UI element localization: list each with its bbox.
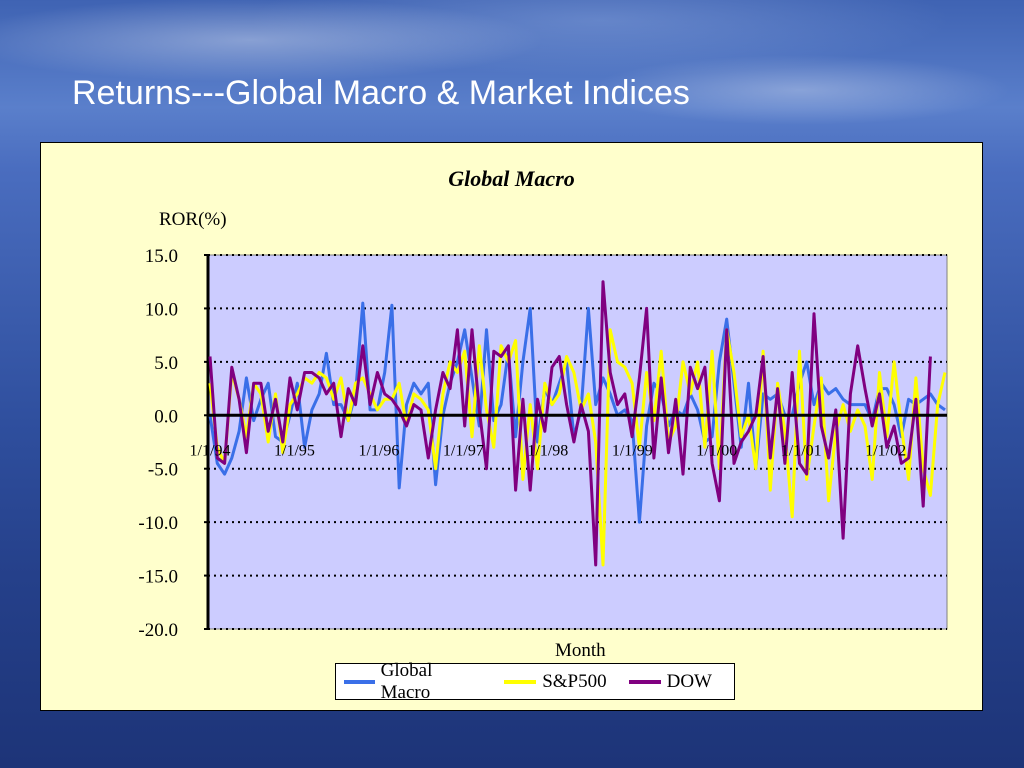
chart-panel: 15.0 10.0 5.0 0.0 -5.0 -10.0 -15.0 -20.0 1/1/94 1… — [40, 142, 983, 711]
legend-swatch-sp500 — [504, 679, 537, 684]
y-tick-label: -15.0 — [138, 567, 178, 588]
y-tick-label: 10.0 — [145, 299, 178, 320]
x-tick-label: 1/1/94 — [190, 442, 231, 459]
chart-legend: Global Macro S&P500 DOW — [335, 660, 735, 703]
x-tick-label: 1/1/97 — [443, 442, 484, 459]
y-tick-label: -5.0 — [148, 460, 178, 481]
x-tick-label: 1/1/00 — [696, 442, 737, 459]
x-tick-label: 1/1/95 — [274, 442, 315, 459]
chart-title: Global Macro — [448, 166, 575, 191]
y-tick-label: -10.0 — [138, 513, 178, 534]
y-tick-label: -20.0 — [138, 620, 178, 641]
slide-title: Returns---Global Macro & Market Indices — [72, 74, 690, 112]
legend-item-dow: DOW — [628, 670, 712, 693]
series-line-dow — [208, 280, 932, 567]
legend-label-dow: DOW — [666, 670, 712, 692]
legend-label-sp500: S&P500 — [542, 670, 607, 692]
legend-swatch-dow — [628, 679, 661, 684]
y-tick-label: 5.0 — [154, 353, 178, 374]
x-tick-label: 1/1/02 — [865, 442, 906, 459]
y-tick-label: 0.0 — [154, 406, 178, 427]
x-tick-label: 1/1/99 — [612, 442, 653, 459]
x-tick-label: 1/1/98 — [527, 442, 568, 459]
x-tick-label: 1/1/96 — [358, 442, 399, 459]
legend-label-global-macro: Global Macro — [380, 659, 433, 703]
x-axis-label: Month — [555, 640, 606, 661]
y-tick-label: 15.0 — [145, 246, 178, 267]
series-line-s-p500 — [208, 328, 947, 567]
legend-swatch-global-macro — [344, 679, 375, 684]
legend-item-global-macro: Global Macro — [344, 660, 482, 704]
legend-item-sp500: S&P500 — [504, 670, 607, 693]
x-tick-label: 1/1/01 — [781, 442, 822, 459]
y-axis-label: ROR(%) — [159, 209, 227, 230]
line-chart: 15.0 10.0 5.0 0.0 -5.0 -10.0 -15.0 -20.0 1/1/94 1… — [138, 246, 948, 641]
